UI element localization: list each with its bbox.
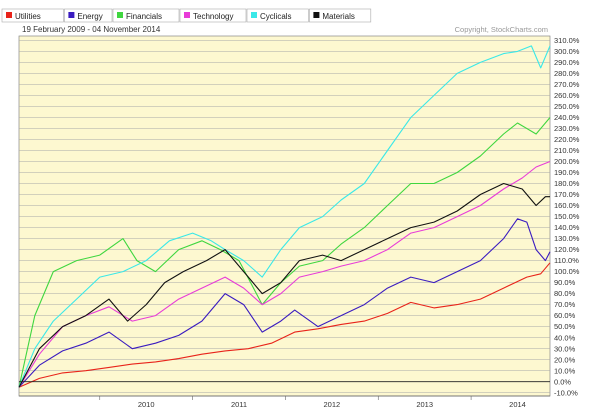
legend-item-box [64, 8, 113, 23]
y-tick-label: 0.0% [554, 377, 571, 386]
legend-item: Financials [112, 8, 180, 23]
x-tick-label: 2011 [231, 400, 247, 409]
legend-label: Utilities [15, 12, 41, 21]
y-tick-label: 310.0% [554, 36, 580, 45]
legend-item: Materials [309, 8, 372, 23]
series-line-cyclicals [18, 45, 551, 388]
legend-label: Financials [126, 12, 162, 21]
y-tick-label: 260.0% [554, 91, 580, 100]
y-tick-label: 90.0% [554, 278, 576, 287]
x-tick-label: 2013 [416, 400, 433, 409]
legend-label: Technology [193, 12, 233, 21]
y-tick-label: 300.0% [554, 47, 580, 56]
series-line-technology [18, 160, 551, 388]
series-line-utilities [18, 262, 551, 388]
legend-label: Energy [77, 12, 102, 21]
y-tick-label: 250.0% [554, 102, 580, 111]
y-tick-label: 20.0% [554, 355, 576, 364]
y-tick-label: 180.0% [554, 179, 580, 188]
legend-label: Materials [322, 12, 354, 21]
copyright-label: Copyright, StockCharts.com [455, 25, 548, 34]
y-tick-label: 30.0% [554, 344, 576, 353]
series-line-materials [18, 182, 550, 388]
y-tick-label: 120.0% [554, 245, 580, 254]
y-tick-label: 220.0% [554, 135, 580, 144]
legend-item: Technology [179, 8, 247, 23]
legend-item: Energy [64, 8, 113, 23]
legend-swatch [6, 12, 12, 18]
legend-item-box [179, 8, 247, 23]
series-layer [18, 45, 551, 388]
y-tick-label: 70.0% [554, 300, 576, 309]
y-tick-label: 210.0% [554, 146, 580, 155]
y-tick-label: 130.0% [554, 234, 580, 243]
y-tick-label: 240.0% [554, 113, 580, 122]
legend-swatch [251, 12, 257, 18]
legend: Utilities Energy Financials Technology Cycli… [1, 8, 372, 23]
y-tick-label: 80.0% [554, 289, 576, 298]
gridlines [19, 40, 550, 393]
y-axis: 310.0% 300.0% 290.0% 280.0% 270.0% 260.0% 250.… [554, 36, 580, 397]
date-range-label: 19 February 2009 - 04 November 2014 [22, 25, 161, 34]
legend-item-box [246, 8, 309, 23]
y-tick-label: 270.0% [554, 80, 580, 89]
legend-item-box [309, 8, 372, 23]
legend-swatch [313, 12, 320, 18]
x-tick-label: 2012 [324, 400, 341, 409]
plot-area [18, 35, 551, 397]
y-tick-label: 150.0% [554, 212, 580, 221]
y-tick-label: 200.0% [554, 157, 580, 166]
legend-item: Utilities [1, 8, 64, 23]
legend-label: Cyclicals [260, 12, 292, 21]
y-tick-label: 160.0% [554, 201, 580, 210]
y-tick-label: 110.0% [554, 256, 579, 265]
y-tick-label: 60.0% [554, 311, 576, 320]
y-tick-label: 190.0% [554, 168, 580, 177]
y-tick-label: 170.0% [554, 190, 580, 199]
x-tick-label: 2010 [138, 400, 155, 409]
legend-swatch [68, 12, 75, 18]
x-tick-label: 2014 [509, 400, 526, 409]
y-tick-label: 40.0% [554, 333, 576, 342]
y-tick-label: 10.0% [554, 366, 576, 375]
y-tick-label: 230.0% [554, 124, 580, 133]
y-tick-label: 50.0% [554, 322, 576, 331]
y-tick-label: 280.0% [554, 69, 580, 78]
legend-swatch [184, 12, 190, 18]
series-line-energy [18, 218, 551, 388]
y-tick-label: 100.0% [554, 267, 580, 276]
legend-item-box [112, 8, 180, 23]
plot-background [18, 35, 551, 397]
legend-item: Cyclicals [246, 8, 309, 23]
y-tick-label: 290.0% [554, 58, 580, 67]
y-tick-label: 140.0% [554, 223, 580, 232]
legend-swatch [117, 12, 123, 18]
y-tick-label: -10.0% [554, 388, 578, 397]
x-axis: 2010 2011 2012 2013 2014 [19, 395, 550, 409]
legend-item-box [1, 8, 64, 23]
